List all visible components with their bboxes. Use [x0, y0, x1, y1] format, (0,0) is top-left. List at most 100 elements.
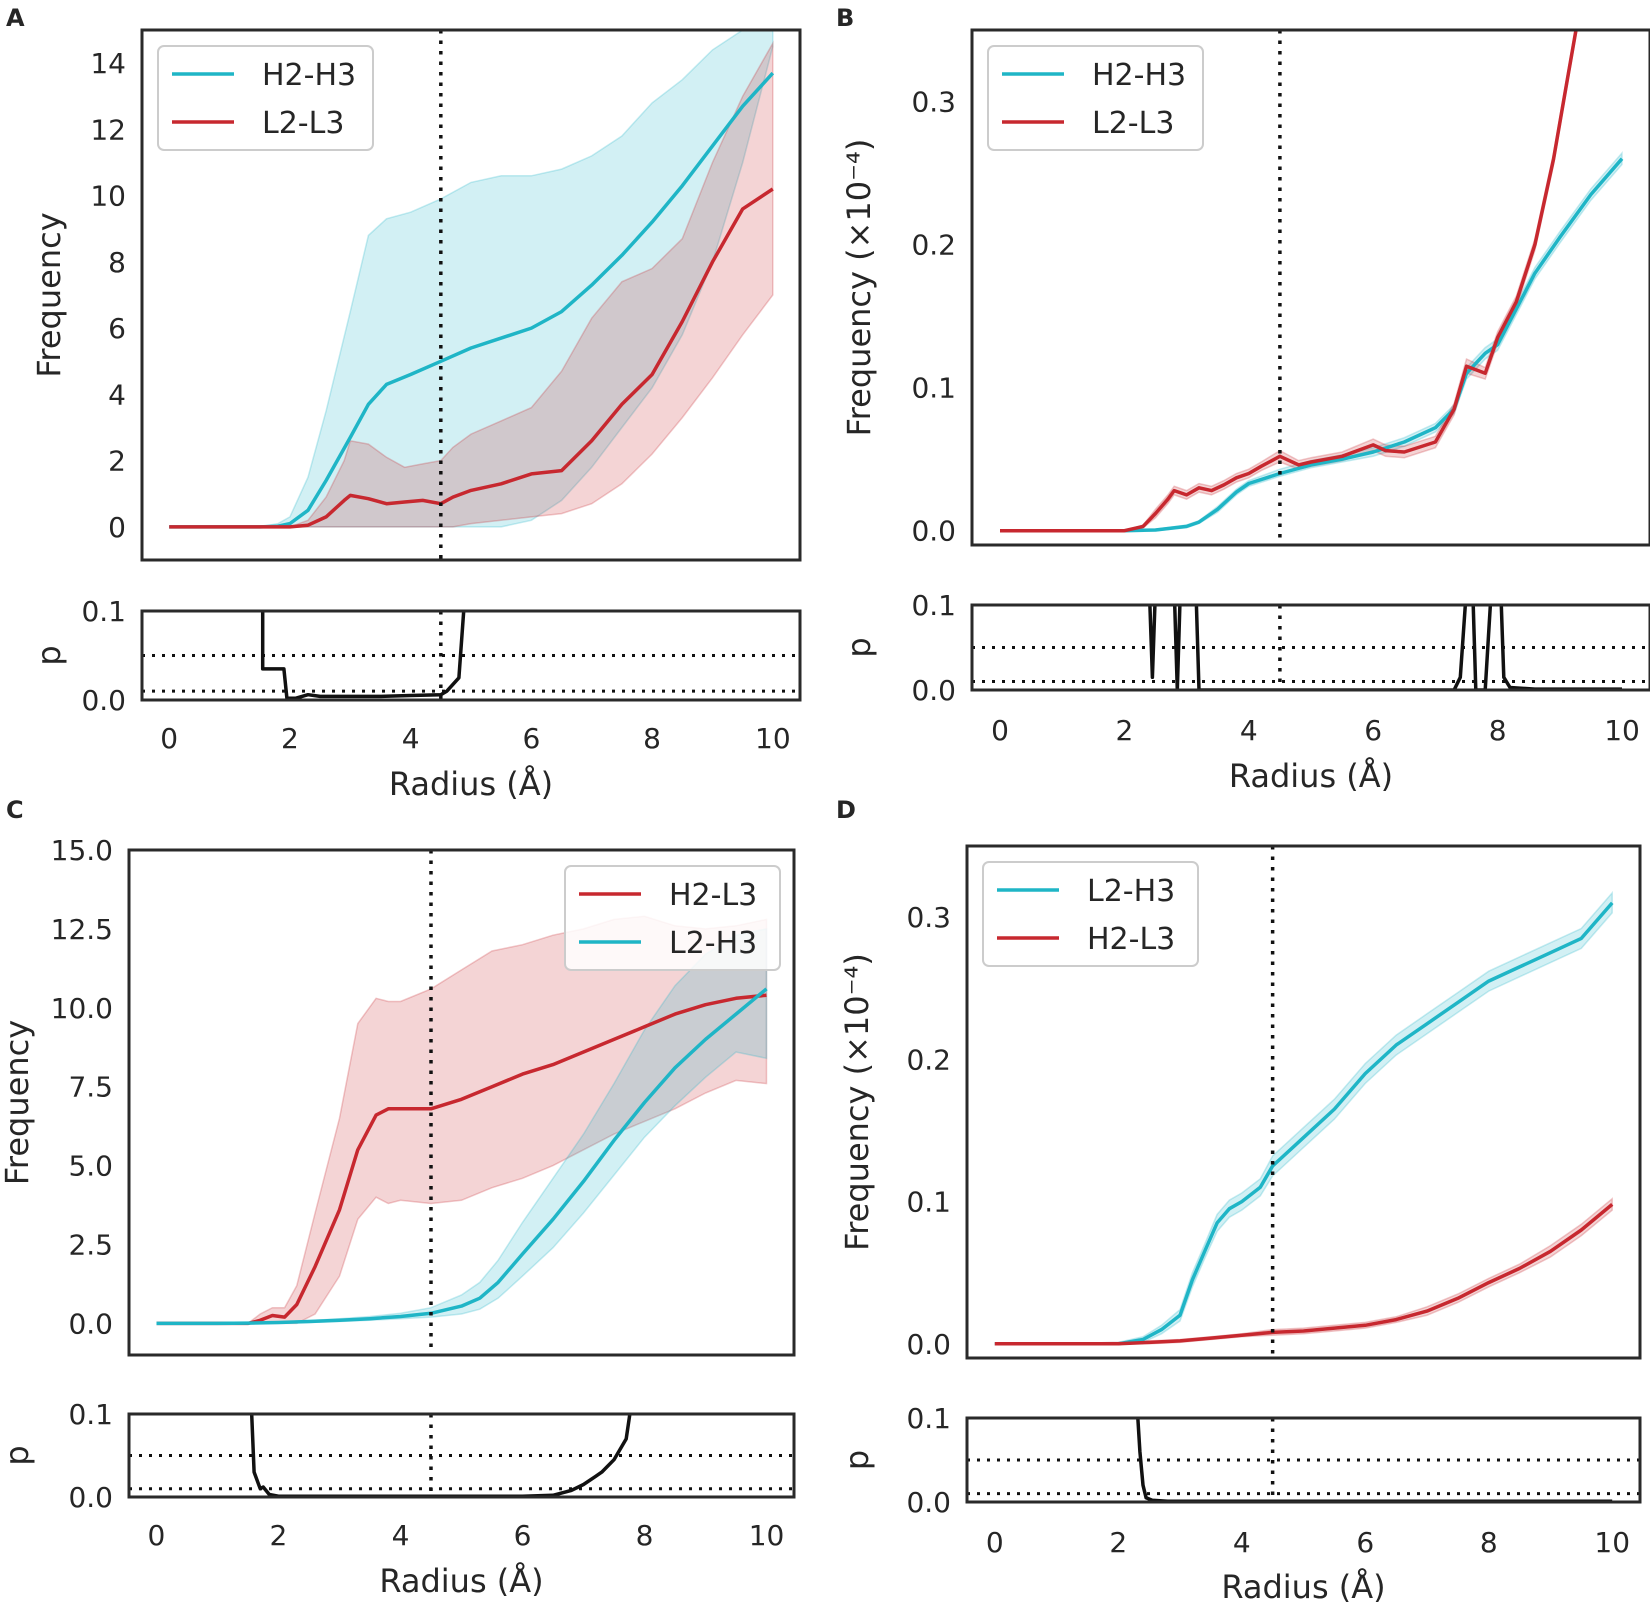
xtick-label: 4: [402, 722, 420, 755]
ytick-label: 2.5: [68, 1229, 113, 1262]
panel-a: A 0 2 4 6 8 10 12 14 Frequency H2-H3 L2-L3 0.0 0.1 p 0 2…: [6, 4, 802, 803]
xtick-label: 10: [755, 722, 791, 755]
p-axes-frame: [127, 1412, 796, 1499]
legend: H2-L3 L2-H3: [564, 865, 781, 971]
xtick-label: 8: [1489, 714, 1507, 747]
panel-letter: D: [836, 796, 856, 824]
ytick-label: 0.1: [911, 372, 956, 405]
ytick-label: 0.2: [911, 229, 956, 262]
series-line-l2-l3: [1000, 30, 1578, 533]
legend-label: L2-L3: [262, 106, 344, 141]
plot-area: [156, 915, 768, 1326]
ytick-label: 12: [90, 113, 126, 146]
ytick-label: 4: [108, 378, 126, 411]
legend-label: L2-L3: [1092, 106, 1174, 141]
legend: H2-H3 L2-L3: [987, 45, 1204, 151]
xtick-label: 2: [270, 1519, 288, 1552]
axes-frame: [140, 28, 802, 562]
x-axis-label: Radius (Å): [389, 765, 553, 803]
p-value-area: [967, 1418, 1640, 1502]
x-axis-label: Radius (Å): [1229, 757, 1393, 795]
ytick-label: 8: [108, 246, 126, 279]
ytick-label: 0.0: [68, 1307, 113, 1340]
xtick-label: 8: [1480, 1526, 1498, 1559]
legend-label: H2-L3: [1087, 922, 1175, 957]
xtick-label: 10: [1594, 1526, 1630, 1559]
xtick-label: 6: [514, 1519, 532, 1552]
panel-c: C 0.0 2.5 5.0 7.5 10.0 12.5 15.0 Frequency H2-L3 L…: [0, 796, 796, 1600]
ytick-label: 10: [90, 180, 126, 213]
legend: H2-H3 L2-L3: [157, 45, 374, 151]
xtick-label: 0: [991, 714, 1009, 747]
series-line-h2-h3: [1000, 157, 1624, 533]
ytick-label: 0.1: [906, 1186, 951, 1219]
p-value-line: [1148, 605, 1622, 690]
p-axes-frame: [965, 1416, 1642, 1504]
p-ytick-label: 0.1: [81, 595, 126, 628]
xtick-label: 4: [392, 1519, 410, 1552]
ytick-label: 0.0: [906, 1328, 951, 1361]
y-axis-label: Frequency (×10⁻⁴): [838, 953, 876, 1251]
band-h2-l3: [994, 1197, 1613, 1345]
band-l2-h3: [994, 890, 1613, 1345]
xtick-label: 8: [636, 1519, 654, 1552]
plot-area: [994, 890, 1614, 1346]
ytick-label: 10.0: [51, 992, 113, 1025]
ytick-label: 14: [90, 47, 126, 80]
p-ytick-label: 0.1: [68, 1398, 113, 1431]
y-axis-label: Frequency: [30, 212, 68, 377]
ytick-label: 7.5: [68, 1071, 113, 1104]
panel-letter: C: [6, 796, 24, 824]
series-line-h2-l3: [156, 993, 767, 1326]
p-axis-label: p: [30, 645, 68, 665]
legend-label: L2-H3: [1087, 874, 1175, 909]
ytick-label: 0.3: [911, 86, 956, 119]
p-axes-frame: [140, 609, 802, 702]
legend-label: H2-H3: [262, 58, 356, 93]
p-ytick-label: 0.0: [906, 1486, 951, 1519]
p-ytick-label: 0.0: [68, 1481, 113, 1514]
y-axis-label: Frequency: [0, 1020, 36, 1185]
band-l2-l3: [1000, 30, 1578, 532]
p-value-area: [129, 1414, 794, 1497]
xtick-label: 10: [1604, 714, 1640, 747]
legend-box: [157, 45, 374, 151]
xtick-label: 4: [1240, 714, 1258, 747]
xtick-label: 0: [986, 1526, 1004, 1559]
ytick-label: 6: [108, 312, 126, 345]
legend-label: H2-L3: [669, 878, 757, 913]
plot-area: [169, 30, 775, 529]
ytick-label: 0.3: [906, 901, 951, 934]
xtick-label: 0: [148, 1519, 166, 1552]
xtick-label: 6: [1364, 714, 1382, 747]
legend-box: [987, 45, 1204, 151]
x-axis-label: Radius (Å): [379, 1562, 543, 1600]
ytick-label: 0: [108, 511, 126, 544]
legend-label: H2-H3: [1092, 58, 1186, 93]
legend-box: [564, 865, 781, 971]
ytick-label: 0.2: [906, 1043, 951, 1076]
p-value-line: [1136, 1418, 1613, 1502]
p-value-area: [142, 611, 800, 700]
series-line-h2-l3: [994, 1203, 1614, 1346]
band-h2-h3: [1000, 150, 1623, 532]
ytick-label: 15.0: [51, 834, 113, 867]
ytick-label: 2: [108, 445, 126, 478]
ytick-label: 0.0: [911, 515, 956, 548]
legend: L2-H3 H2-L3: [982, 861, 1199, 967]
xtick-label: 6: [522, 722, 540, 755]
xtick-label: 2: [1115, 714, 1133, 747]
panel-letter: A: [6, 4, 25, 32]
axes-frame: [970, 28, 1650, 547]
xtick-label: 6: [1356, 1526, 1374, 1559]
legend-box: [982, 861, 1199, 967]
axes-frame: [127, 848, 796, 1357]
panel-letter: B: [836, 4, 854, 32]
ytick-label: 12.5: [51, 913, 113, 946]
x-axis-label: Radius (Å): [1221, 1568, 1385, 1606]
p-axis-label: p: [0, 1445, 36, 1465]
p-ytick-label: 0.1: [911, 589, 956, 622]
xtick-label: 8: [643, 722, 661, 755]
band-h2-l3: [156, 915, 768, 1325]
